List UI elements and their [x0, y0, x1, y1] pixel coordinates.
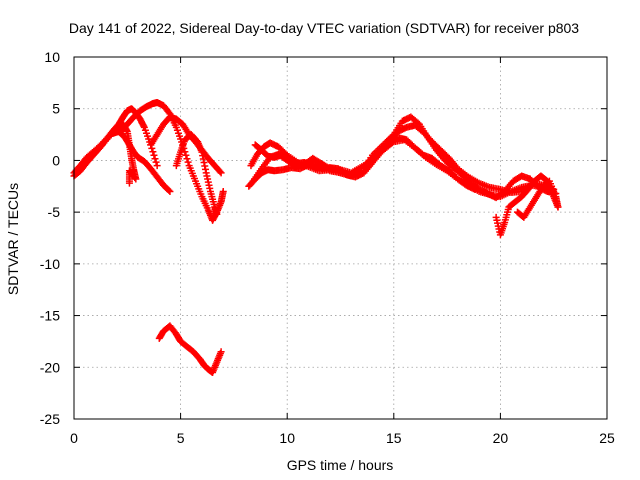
data-point [554, 203, 562, 211]
y-tick-label: -20 [40, 359, 60, 375]
data-point [182, 151, 190, 159]
axis-ticks [73, 56, 608, 420]
data-point [149, 148, 157, 156]
y-tick-label: -15 [40, 308, 60, 324]
series-arc-6 [155, 322, 225, 376]
y-axis-label: SDTVAR / TECUs [5, 183, 21, 295]
data-point [152, 158, 160, 166]
y-tick-label: 0 [52, 152, 60, 168]
x-axis-label: GPS time / hours [287, 457, 394, 473]
series-arc-3 [72, 120, 140, 187]
chart-title: Day 141 of 2022, Sidereal Day-to-day VTE… [69, 20, 579, 36]
x-tick-label: 0 [70, 430, 78, 446]
data-point [150, 151, 158, 159]
y-tick-label: 5 [52, 101, 60, 117]
x-tick-label: 20 [493, 430, 509, 446]
data-point [217, 169, 225, 177]
plot-border [73, 56, 608, 420]
x-tick-label: 5 [177, 430, 185, 446]
data-point [151, 155, 159, 163]
x-tick-label: 25 [599, 430, 615, 446]
series-arc-11 [251, 134, 479, 193]
data-point [219, 187, 227, 195]
y-tick-label: 10 [44, 49, 60, 65]
data-point [165, 186, 173, 194]
data-point [184, 158, 192, 166]
series-arc-13 [513, 177, 562, 221]
tick-labels: 0 5 10 15 20 25 -25 -20 -15 -10 -5 0 5 10 [40, 49, 615, 446]
data-points [70, 99, 562, 376]
series-arc-7 [172, 131, 221, 218]
data-point [471, 185, 479, 193]
data-point [166, 187, 174, 195]
data-point [217, 348, 225, 356]
data-point [153, 162, 161, 170]
data-point [216, 168, 224, 176]
data-point [125, 179, 133, 187]
x-tick-label: 15 [386, 430, 402, 446]
series-arc-12 [492, 172, 562, 239]
y-tick-label: -25 [40, 411, 60, 427]
data-point [213, 210, 221, 218]
x-tick-label: 10 [279, 430, 295, 446]
y-tick-label: -10 [40, 256, 60, 272]
data-point [183, 155, 191, 163]
y-tick-label: -5 [48, 204, 61, 220]
